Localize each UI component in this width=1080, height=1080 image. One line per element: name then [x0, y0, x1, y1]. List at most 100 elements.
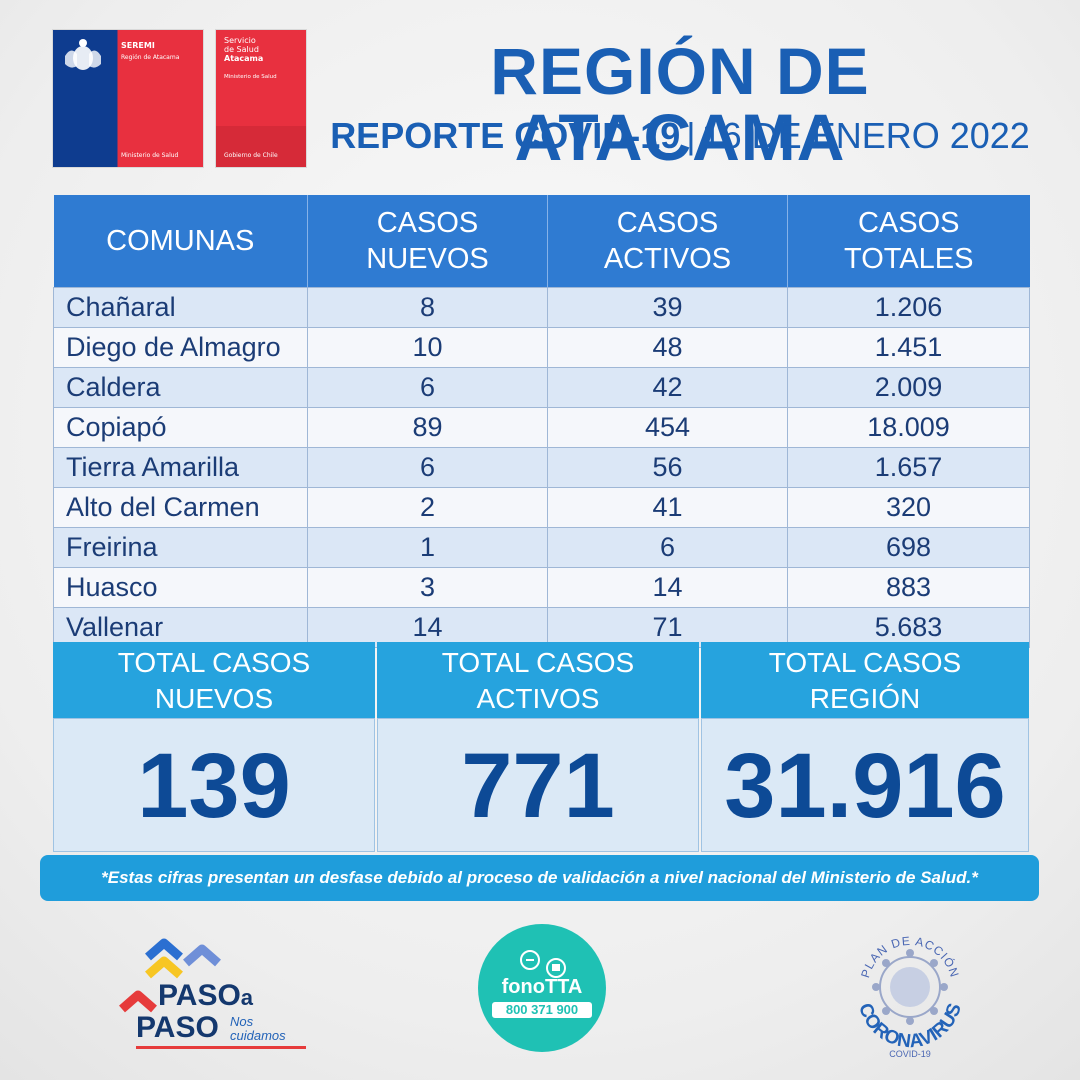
comuna-name: Tierra Amarilla [53, 447, 308, 488]
plan-main-text: CORONAVIRUS [854, 1001, 966, 1053]
svg-text:CORONAVIRUS: CORONAVIRUS [854, 1001, 966, 1053]
disclaimer-note: *Estas cifras presentan un desfase debid… [40, 855, 1039, 901]
servicio-ministry: Ministerio de Salud [224, 74, 277, 80]
paso-line1: PASOa [158, 981, 253, 1011]
casos-activos: 41 [547, 487, 788, 528]
header-activos-line1: CASOS [616, 207, 719, 239]
header-casos-activos: CASOS ACTIVOS [547, 195, 788, 288]
virus-icon: PLAN DE ACCIÓN CORONAVIRUS COVID-19 [854, 934, 966, 1059]
table-row: Huasco 3 14 883 [53, 567, 1030, 608]
total-nuevos: TOTAL CASOS NUEVOS 139 [53, 642, 375, 852]
casos-activos: 42 [547, 367, 788, 408]
table-row: Tierra Amarilla 6 56 1.657 [53, 447, 1030, 488]
table-row: Chañaral 8 39 1.206 [53, 287, 1030, 328]
casos-totales: 1.206 [787, 287, 1030, 328]
coat-of-arms-icon [65, 39, 101, 70]
seremi-name: SEREMI [121, 41, 155, 50]
servicio-line1: Servicio [224, 36, 256, 45]
page-subtitle: REPORTE COVID-19 | 16 DE ENERO 2022 [320, 118, 1040, 154]
comuna-name: Chañaral [53, 287, 308, 328]
casos-nuevos: 3 [307, 567, 548, 608]
total-activos-line1: TOTAL CASOS [441, 647, 635, 678]
fonotta-name: fonoTTA [501, 976, 583, 998]
phone-chat-icon [520, 950, 566, 978]
total-region-line1: TOTAL CASOS [768, 647, 962, 678]
casos-nuevos: 2 [307, 487, 548, 528]
casos-activos: 71 [547, 607, 788, 648]
header-activos-line2: ACTIVOS [603, 243, 732, 275]
casos-totales: 883 [787, 567, 1030, 608]
comuna-name: Vallenar [53, 607, 308, 648]
casos-totales: 5.683 [787, 607, 1030, 648]
table-row: Freirina 1 6 698 [53, 527, 1030, 568]
plan-bottom-text: COVID-19 [889, 1049, 931, 1059]
seremi-ministry: Ministerio de Salud [121, 152, 179, 159]
table-row: Alto del Carmen 2 41 320 [53, 487, 1030, 528]
total-activos-line2: ACTIVOS [476, 683, 600, 714]
casos-nuevos: 89 [307, 407, 548, 448]
comuna-name: Diego de Almagro [53, 327, 308, 368]
report-date: 16 DE ENERO 2022 [701, 115, 1030, 156]
casos-totales: 1.451 [787, 327, 1030, 368]
total-nuevos-value: 139 [53, 718, 375, 852]
servicio-salud-logo: Servicio de Salud Atacama Ministerio de … [216, 30, 306, 167]
fonotta-number: 800 371 900 [492, 1002, 592, 1018]
paso-underline [136, 1046, 306, 1049]
table-row: Diego de Almagro 10 48 1.451 [53, 327, 1030, 368]
header-casos-totales: CASOS TOTALES [787, 195, 1030, 288]
header-totales-line1: CASOS [857, 207, 960, 239]
paso-a: a [240, 985, 254, 1010]
total-nuevos-line1: TOTAL CASOS [117, 647, 311, 678]
page-title: REGIÓN DE ATACAMA [490, 34, 870, 174]
totals-panel: TOTAL CASOS NUEVOS 139 TOTAL CASOS ACTIVOS… [53, 642, 1029, 852]
servicio-line3: Atacama [224, 54, 264, 64]
casos-nuevos: 10 [307, 327, 548, 368]
casos-activos: 454 [547, 407, 788, 448]
fonotta-logo: fonoTTA 800 371 900 [478, 924, 606, 1052]
comuna-name: Freirina [53, 527, 308, 568]
header-casos-nuevos: CASOS NUEVOS [307, 195, 548, 288]
total-region-value: 31.916 [701, 718, 1029, 852]
total-activos-label: TOTAL CASOS ACTIVOS [377, 642, 699, 718]
comunas-table: COMUNAS CASOS NUEVOS CASOS ACTIVOS CASOS TO… [53, 195, 1030, 648]
report-label: REPORTE COVID-19 [330, 115, 681, 156]
paso-a-paso-logo: PASOa PASO Nos cuidamos [110, 935, 310, 1055]
nos-text: Nos [230, 1014, 254, 1029]
casos-nuevos: 8 [307, 287, 548, 328]
header-nuevos-line1: CASOS [376, 207, 479, 239]
cuidamos-text: cuidamos [230, 1027, 286, 1043]
seremi-logo: SEREMI Región de Atacama Ministerio de S… [53, 30, 203, 167]
comuna-name: Caldera [53, 367, 308, 408]
casos-totales: 18.009 [787, 407, 1030, 448]
table-row: Vallenar 14 71 5.683 [53, 607, 1030, 648]
header-nuevos-line2: NUEVOS [366, 243, 489, 275]
casos-totales: 2.009 [787, 367, 1030, 408]
casos-totales: 698 [787, 527, 1030, 568]
total-activos: TOTAL CASOS ACTIVOS 771 [377, 642, 699, 852]
casos-activos: 14 [547, 567, 788, 608]
paso-word1: PASO [158, 979, 241, 1012]
casos-nuevos: 1 [307, 527, 548, 568]
casos-nuevos: 6 [307, 367, 548, 408]
total-nuevos-line2: NUEVOS [154, 683, 274, 714]
nos-cuidamos: Nos cuidamos [230, 1015, 286, 1042]
total-region: TOTAL CASOS REGIÓN 31.916 [701, 642, 1029, 852]
casos-activos: 39 [547, 287, 788, 328]
comuna-name: Alto del Carmen [53, 487, 308, 528]
casos-totales: 320 [787, 487, 1030, 528]
seremi-region: Región de Atacama [121, 54, 180, 61]
subtitle-separator: | [686, 115, 696, 156]
comuna-name: Huasco [53, 567, 308, 608]
header-comunas: COMUNAS [53, 195, 308, 288]
casos-nuevos: 6 [307, 447, 548, 488]
table-row: Copiapó 89 454 18.009 [53, 407, 1030, 448]
casos-activos: 48 [547, 327, 788, 368]
comuna-name: Copiapó [53, 407, 308, 448]
total-region-line2: REGIÓN [809, 683, 921, 714]
header-comunas-label: COMUNAS [106, 225, 255, 257]
gobierno-chile: Gobierno de Chile [224, 152, 278, 159]
servicio-salud-name: Servicio de Salud Atacama [224, 36, 263, 64]
paso-word2: PASO [136, 1011, 219, 1044]
servicio-line2: de Salud [224, 45, 259, 55]
casos-activos: 56 [547, 447, 788, 488]
